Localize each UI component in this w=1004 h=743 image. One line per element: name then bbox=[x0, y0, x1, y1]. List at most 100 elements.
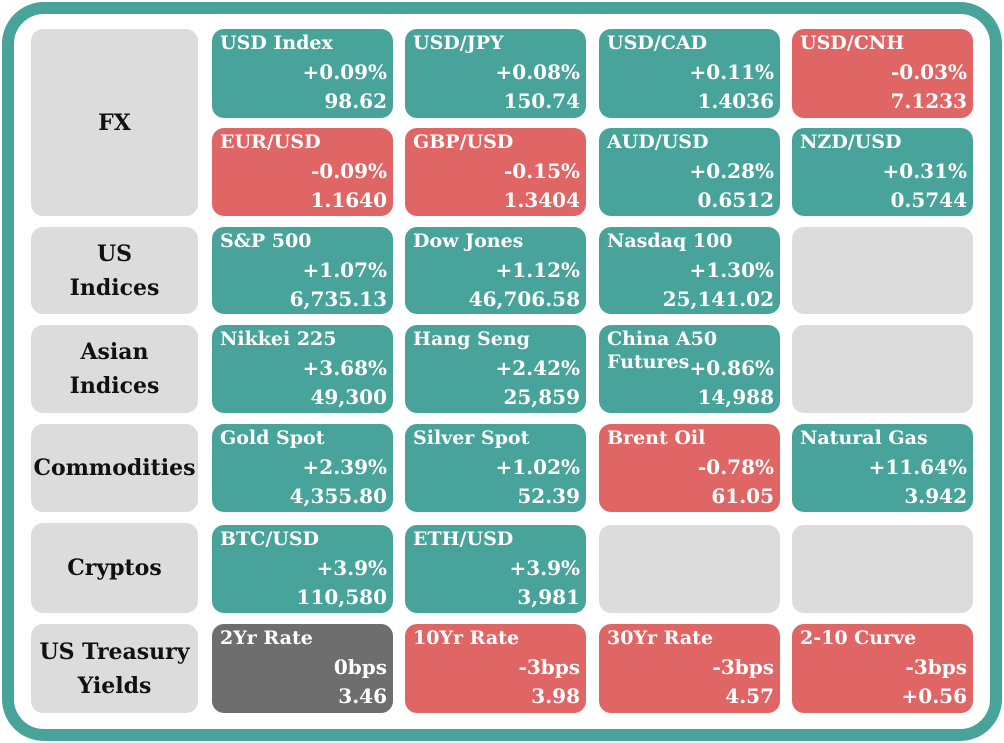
tile-nikkei-225[interactable]: Nikkei 225 +3.68% 49,300 bbox=[212, 325, 393, 413]
tile-name: 30Yr Rate bbox=[607, 627, 714, 649]
category-us-indices: US Indices bbox=[31, 227, 198, 314]
tile-gold-spot[interactable]: Gold Spot +2.39% 4,355.80 bbox=[212, 424, 393, 512]
tile-change: -3bps bbox=[518, 655, 580, 679]
tile-change: +11.64% bbox=[868, 455, 967, 479]
tile-value: 7.1233 bbox=[890, 89, 967, 113]
tile-usd-index[interactable]: USD Index +0.09% 98.62 bbox=[212, 29, 393, 118]
category-us-treasury-yields: US Treasury Yields bbox=[31, 624, 198, 713]
tile-silver-spot[interactable]: Silver Spot +1.02% 52.39 bbox=[405, 424, 586, 512]
category-cryptos: Cryptos bbox=[31, 523, 198, 613]
tile-change: +1.07% bbox=[302, 258, 387, 282]
category-fx: FX bbox=[31, 29, 198, 216]
tile-value: 3.46 bbox=[338, 684, 387, 708]
tile-name: NZD/USD bbox=[800, 131, 902, 153]
tile-change: +0.09% bbox=[302, 60, 387, 84]
tile-value: 1.1640 bbox=[310, 188, 387, 212]
tile-change: +2.42% bbox=[495, 356, 580, 380]
tile-usd-jpy[interactable]: USD/JPY +0.08% 150.74 bbox=[405, 29, 586, 118]
tile-name: Silver Spot bbox=[413, 427, 530, 449]
tile-name: EUR/USD bbox=[220, 131, 321, 153]
category-label: US Indices bbox=[69, 240, 160, 301]
tile-change: -0.03% bbox=[890, 60, 967, 84]
tile-change: +0.11% bbox=[689, 60, 774, 84]
tile-name: China A50 Futures bbox=[607, 328, 718, 373]
tile-value: 1.3404 bbox=[503, 188, 580, 212]
tile-name: USD/JPY bbox=[413, 32, 504, 54]
tile-value: 49,300 bbox=[310, 385, 387, 409]
tile-value: 3.942 bbox=[904, 484, 967, 508]
tile-sp-500[interactable]: S&P 500 +1.07% 6,735.13 bbox=[212, 227, 393, 314]
tile-change: -3bps bbox=[905, 655, 967, 679]
tile-change: -0.15% bbox=[503, 159, 580, 183]
tile-change: +1.02% bbox=[495, 455, 580, 479]
tile-name: Nasdaq 100 bbox=[607, 230, 733, 252]
tile-change: +1.12% bbox=[495, 258, 580, 282]
tile-eur-usd[interactable]: EUR/USD -0.09% 1.1640 bbox=[212, 128, 393, 216]
tile-value: 3.98 bbox=[531, 684, 580, 708]
tile-natural-gas[interactable]: Natural Gas +11.64% 3.942 bbox=[792, 424, 973, 512]
tile-name: USD/CNH bbox=[800, 32, 905, 54]
tile-10yr-rate[interactable]: 10Yr Rate -3bps 3.98 bbox=[405, 624, 586, 713]
tile-hang-seng[interactable]: Hang Seng +2.42% 25,859 bbox=[405, 325, 586, 413]
tile-value: 0.6512 bbox=[697, 188, 774, 212]
tile-30yr-rate[interactable]: 30Yr Rate -3bps 4.57 bbox=[599, 624, 780, 713]
tile-value: 3,981 bbox=[517, 585, 580, 609]
tile-value: 14,988 bbox=[697, 385, 774, 409]
tile-value: 0.5744 bbox=[890, 188, 967, 212]
tile-change: -3bps bbox=[712, 655, 774, 679]
tile-2-10-curve[interactable]: 2-10 Curve -3bps +0.56 bbox=[792, 624, 973, 713]
tile-change: +3.68% bbox=[302, 356, 387, 380]
tile-china-a50-futures[interactable]: China A50 Futures +0.86% 14,988 bbox=[599, 325, 780, 413]
tile-name: AUD/USD bbox=[607, 131, 709, 153]
tile-name: Brent Oil bbox=[607, 427, 706, 449]
category-label: Cryptos bbox=[67, 555, 162, 581]
tile-change: +0.28% bbox=[689, 159, 774, 183]
category-label: FX bbox=[98, 109, 131, 136]
tile-eth-usd[interactable]: ETH/USD +3.9% 3,981 bbox=[405, 525, 586, 613]
tile-name: Nikkei 225 bbox=[220, 328, 337, 350]
tile-change: +0.86% bbox=[689, 356, 774, 380]
empty-tile bbox=[599, 525, 780, 613]
tile-name: Hang Seng bbox=[413, 328, 530, 350]
tile-usd-cnh[interactable]: USD/CNH -0.03% 7.1233 bbox=[792, 29, 973, 118]
tile-name: S&P 500 bbox=[220, 230, 312, 252]
empty-tile bbox=[792, 325, 973, 413]
tile-dow-jones[interactable]: Dow Jones +1.12% 46,706.58 bbox=[405, 227, 586, 314]
tile-change: -0.09% bbox=[310, 159, 387, 183]
tile-value: +0.56 bbox=[901, 684, 967, 708]
tile-name: GBP/USD bbox=[413, 131, 514, 153]
category-label: Commodities bbox=[33, 455, 196, 481]
tile-change: +0.31% bbox=[882, 159, 967, 183]
tile-name: 10Yr Rate bbox=[413, 627, 520, 649]
empty-tile bbox=[792, 525, 973, 613]
tile-aud-usd[interactable]: AUD/USD +0.28% 0.6512 bbox=[599, 128, 780, 216]
tile-brent-oil[interactable]: Brent Oil -0.78% 61.05 bbox=[599, 424, 780, 512]
tile-change: +1.30% bbox=[689, 258, 774, 282]
category-label: Asian Indices bbox=[69, 339, 160, 399]
tile-change: +3.9% bbox=[316, 556, 387, 580]
tile-nzd-usd[interactable]: NZD/USD +0.31% 0.5744 bbox=[792, 128, 973, 216]
tile-usd-cad[interactable]: USD/CAD +0.11% 1.4036 bbox=[599, 29, 780, 118]
tile-change: 0bps bbox=[333, 655, 387, 679]
tile-name: Gold Spot bbox=[220, 427, 325, 449]
tile-value: 6,735.13 bbox=[289, 287, 387, 311]
tile-value: 1.4036 bbox=[697, 89, 774, 113]
tile-name: 2Yr Rate bbox=[220, 627, 313, 649]
tile-value: 150.74 bbox=[503, 89, 580, 113]
tile-btc-usd[interactable]: BTC/USD +3.9% 110,580 bbox=[212, 525, 393, 613]
tile-value: 52.39 bbox=[517, 484, 580, 508]
tile-value: 46,706.58 bbox=[468, 287, 580, 311]
tile-value: 4.57 bbox=[725, 684, 774, 708]
tile-nasdaq-100[interactable]: Nasdaq 100 +1.30% 25,141.02 bbox=[599, 227, 780, 314]
category-commodities: Commodities bbox=[31, 424, 198, 512]
tile-value: 61.05 bbox=[711, 484, 774, 508]
tile-2yr-rate[interactable]: 2Yr Rate 0bps 3.46 bbox=[212, 624, 393, 713]
tile-name: ETH/USD bbox=[413, 528, 514, 550]
category-asian-indices: Asian Indices bbox=[31, 325, 198, 413]
tile-name: USD Index bbox=[220, 32, 333, 54]
empty-tile bbox=[792, 227, 973, 314]
tile-change: +3.9% bbox=[509, 556, 580, 580]
tile-gbp-usd[interactable]: GBP/USD -0.15% 1.3404 bbox=[405, 128, 586, 216]
tile-value: 25,141.02 bbox=[662, 287, 774, 311]
tile-name: USD/CAD bbox=[607, 32, 708, 54]
